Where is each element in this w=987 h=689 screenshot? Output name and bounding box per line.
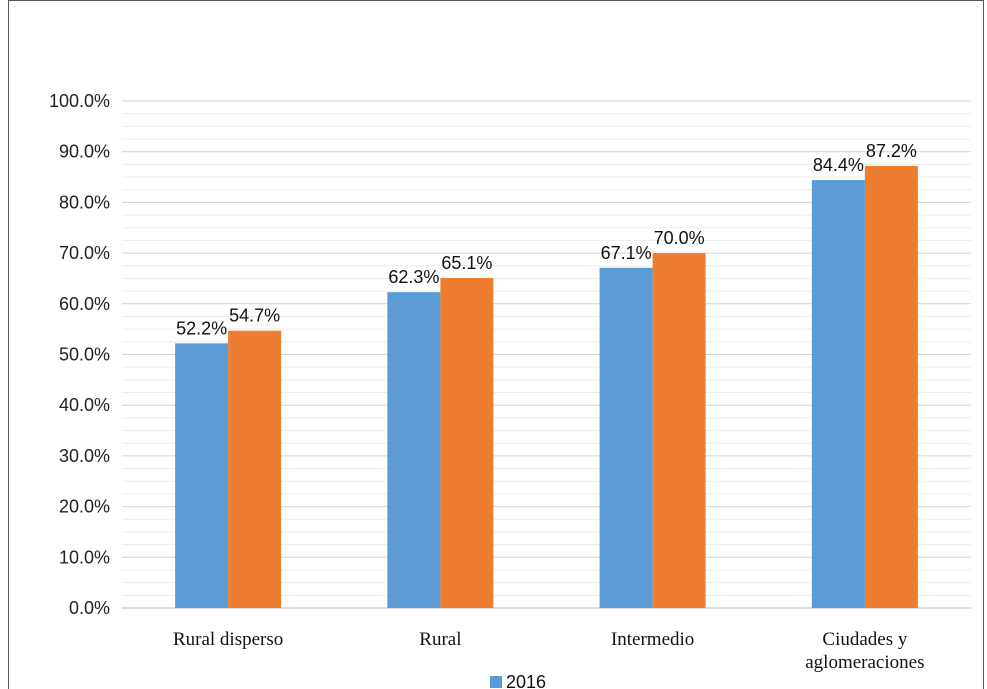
bar [652,253,706,608]
y-tick-label: 20.0% [59,497,110,517]
category-label: Ciudades y [822,629,907,650]
legend-label: 2016 [506,672,546,689]
category-label: Intermedio [611,629,694,650]
y-tick-label: 50.0% [59,345,110,365]
y-tick-label: 60.0% [59,294,110,314]
chart-frame [8,0,984,689]
data-label: 52.2% [176,318,227,338]
category-label: aglomeraciones [805,652,924,673]
bar [175,343,229,608]
bar [440,277,494,608]
data-label: 87.2% [866,141,917,161]
bar [599,267,653,608]
y-tick-label: 100.0% [49,91,110,111]
data-label: 67.1% [601,243,652,263]
y-tick-label: 70.0% [59,243,110,263]
data-label: 84.4% [813,155,864,175]
y-tick-label: 30.0% [59,446,110,466]
y-tick-label: 90.0% [59,142,110,162]
bar [864,165,918,608]
legend-swatch [490,676,502,688]
data-label: 62.3% [388,267,439,287]
y-tick-label: 0.0% [69,598,110,618]
bar [228,330,282,608]
data-label: 54.7% [229,306,280,326]
category-label: Rural disperso [173,629,283,650]
category-label: Rural [419,629,461,650]
y-tick-label: 40.0% [59,395,110,415]
bar [387,292,441,608]
y-tick-label: 10.0% [59,547,110,567]
data-label: 65.1% [441,253,492,273]
data-label: 70.0% [654,228,705,248]
bar [811,180,865,609]
y-tick-label: 80.0% [59,192,110,212]
